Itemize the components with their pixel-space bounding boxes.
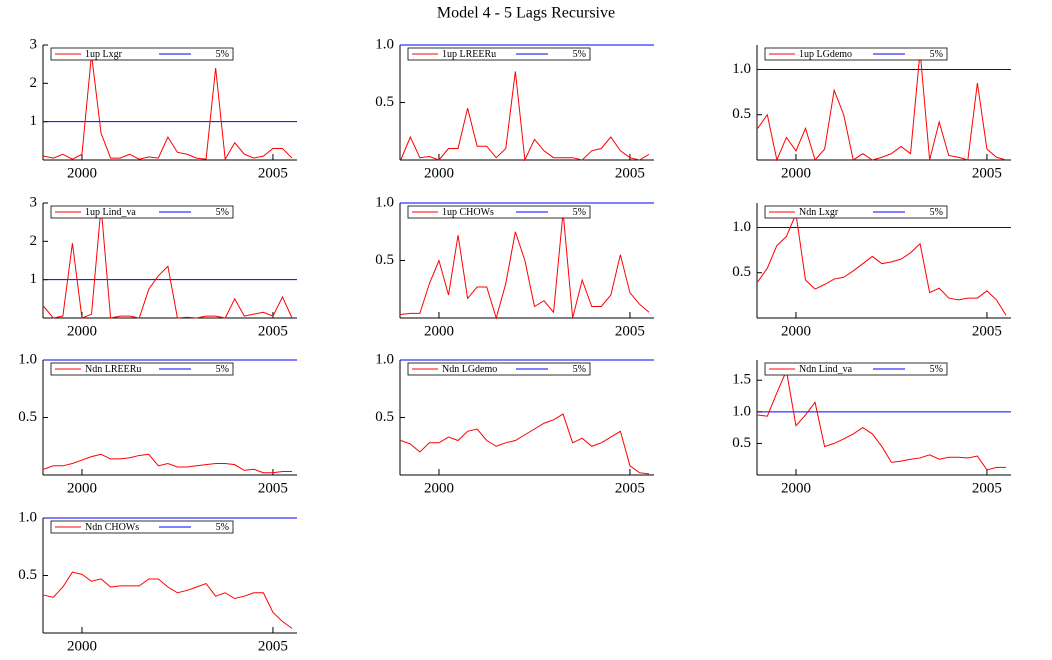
x-tick-label: 2000 bbox=[424, 480, 454, 496]
x-tick-label: 2000 bbox=[424, 165, 454, 181]
y-tick-label: 1.0 bbox=[375, 194, 394, 210]
series-line bbox=[400, 212, 650, 320]
legend-label: 5% bbox=[216, 522, 229, 533]
y-tick-label: 1.0 bbox=[375, 351, 394, 367]
figure-title: Model 4 - 5 Lags Recursive bbox=[437, 5, 615, 22]
legend-label: 1up CHOWs bbox=[442, 207, 494, 218]
y-tick-label: 0.5 bbox=[18, 409, 37, 425]
x-tick-label: 2000 bbox=[781, 323, 811, 339]
x-tick-label: 2005 bbox=[258, 323, 288, 339]
legend-label: Ndn CHOWs bbox=[85, 522, 139, 533]
legend-label: 5% bbox=[573, 49, 586, 60]
x-tick-label: 2000 bbox=[781, 165, 811, 181]
legend-box bbox=[407, 205, 591, 219]
legend-box bbox=[407, 47, 591, 61]
y-tick-label: 1.0 bbox=[732, 219, 751, 235]
x-tick-label: 2005 bbox=[258, 480, 288, 496]
legend-box bbox=[50, 205, 234, 219]
series-line bbox=[43, 54, 293, 161]
legend-label: Ndn Lxgr bbox=[799, 207, 839, 218]
legend-box bbox=[764, 362, 948, 376]
legend-label: 5% bbox=[930, 49, 943, 60]
y-tick-label: 0.5 bbox=[375, 94, 394, 110]
x-tick-label: 2005 bbox=[972, 323, 1002, 339]
y-tick-label: 0.5 bbox=[375, 409, 394, 425]
series-line bbox=[43, 571, 293, 629]
y-tick-label: 0.5 bbox=[732, 106, 751, 122]
y-tick-label: 3 bbox=[30, 36, 38, 52]
legend-label: 5% bbox=[930, 207, 943, 218]
legend-label: 5% bbox=[216, 49, 229, 60]
y-tick-label: 0.5 bbox=[732, 435, 751, 451]
legend-label: 5% bbox=[573, 207, 586, 218]
y-tick-label: 1.0 bbox=[375, 36, 394, 52]
series-line bbox=[400, 71, 650, 162]
y-tick-label: 1.0 bbox=[732, 403, 751, 419]
legend-box bbox=[764, 47, 948, 61]
y-tick-label: 1.5 bbox=[732, 372, 751, 388]
series-line bbox=[757, 369, 1007, 471]
y-tick-label: 1 bbox=[30, 271, 38, 287]
x-tick-label: 2005 bbox=[615, 480, 645, 496]
y-tick-label: 1.0 bbox=[732, 61, 751, 77]
y-tick-label: 1.0 bbox=[18, 351, 37, 367]
x-tick-label: 2000 bbox=[67, 638, 97, 654]
x-tick-label: 2005 bbox=[615, 323, 645, 339]
series-line bbox=[43, 453, 293, 474]
x-tick-label: 2005 bbox=[972, 165, 1002, 181]
x-tick-label: 2005 bbox=[258, 165, 288, 181]
series-line bbox=[757, 212, 1007, 316]
legend-box bbox=[50, 47, 234, 61]
y-tick-label: 0.5 bbox=[18, 567, 37, 583]
legend-label: Ndn LGdemo bbox=[442, 364, 497, 375]
legend-label: 5% bbox=[930, 364, 943, 375]
legend-label: Ndn LREERu bbox=[85, 364, 141, 375]
legend-label: 5% bbox=[573, 364, 586, 375]
legend-label: 1up LREERu bbox=[442, 49, 496, 60]
legend-label: 1up Lxgr bbox=[85, 49, 123, 60]
series-line bbox=[757, 51, 1007, 162]
x-tick-label: 2000 bbox=[781, 480, 811, 496]
x-tick-label: 2005 bbox=[972, 480, 1002, 496]
y-tick-label: 0.5 bbox=[375, 252, 394, 268]
series-line bbox=[400, 413, 650, 475]
y-tick-label: 2 bbox=[30, 233, 38, 249]
legend-label: 5% bbox=[216, 364, 229, 375]
x-tick-label: 2000 bbox=[67, 480, 97, 496]
y-tick-label: 1.0 bbox=[18, 509, 37, 525]
x-tick-label: 2005 bbox=[615, 165, 645, 181]
x-tick-label: 2000 bbox=[67, 323, 97, 339]
legend-label: 5% bbox=[216, 207, 229, 218]
y-tick-label: 3 bbox=[30, 194, 38, 210]
series-line bbox=[43, 206, 293, 319]
legend-box bbox=[764, 205, 948, 219]
legend-label: 1up Lind_va bbox=[85, 207, 136, 218]
legend-box bbox=[407, 362, 591, 376]
x-tick-label: 2005 bbox=[258, 638, 288, 654]
y-tick-label: 2 bbox=[30, 75, 38, 91]
x-tick-label: 2000 bbox=[424, 323, 454, 339]
legend-box bbox=[50, 520, 234, 534]
legend-label: 1up LGdemo bbox=[799, 49, 852, 60]
x-tick-label: 2000 bbox=[67, 165, 97, 181]
y-tick-label: 0.5 bbox=[732, 264, 751, 280]
legend-box bbox=[50, 362, 234, 376]
legend-label: Ndn Lind_va bbox=[799, 364, 853, 375]
y-tick-label: 1 bbox=[30, 113, 38, 129]
